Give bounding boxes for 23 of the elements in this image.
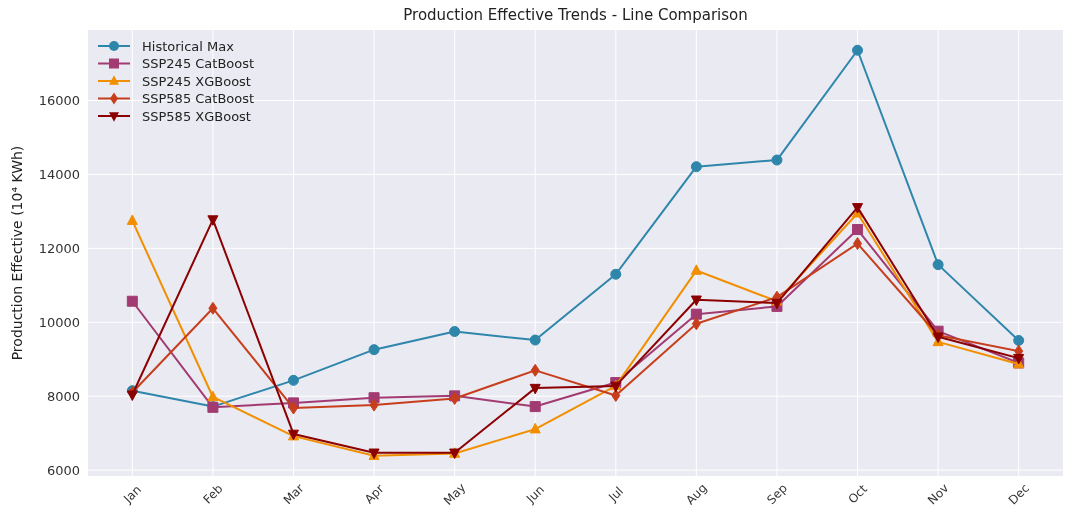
y-tick-label: 8000: [46, 388, 80, 404]
y-tick-label: 6000: [46, 462, 80, 478]
y-tick-label: 12000: [38, 240, 80, 256]
y-tick-label: 14000: [38, 167, 80, 182]
x-tick-label: Jun: [523, 482, 547, 507]
x-tick-label: Sep: [764, 481, 791, 508]
y-tick-label: 10000: [38, 314, 80, 330]
x-tick-label: Mar: [280, 481, 307, 508]
y-axis-title: Production Effective (10⁴ KWh): [9, 145, 25, 361]
legend-label: SSP585 CatBoost: [142, 91, 255, 107]
chart-title: Production Effective Trends - Line Comparison: [403, 6, 748, 24]
x-tick-label: Apr: [361, 481, 387, 507]
legend-label: SSP245 XGBoost: [142, 73, 251, 89]
x-tick-label: Dec: [1005, 480, 1032, 508]
legend-label: SSP585 XGBoost: [142, 108, 251, 124]
x-tick-label: Jul: [605, 484, 626, 505]
legend-label: SSP245 CatBoost: [142, 56, 255, 72]
x-tick-label: Feb: [200, 481, 226, 507]
x-tick-label: Jan: [120, 482, 144, 507]
legend-label: Historical Max: [142, 38, 235, 54]
x-tick-label: Oct: [845, 481, 871, 507]
x-tick-label: Aug: [683, 480, 710, 508]
y-tick-label: 16000: [38, 93, 80, 109]
